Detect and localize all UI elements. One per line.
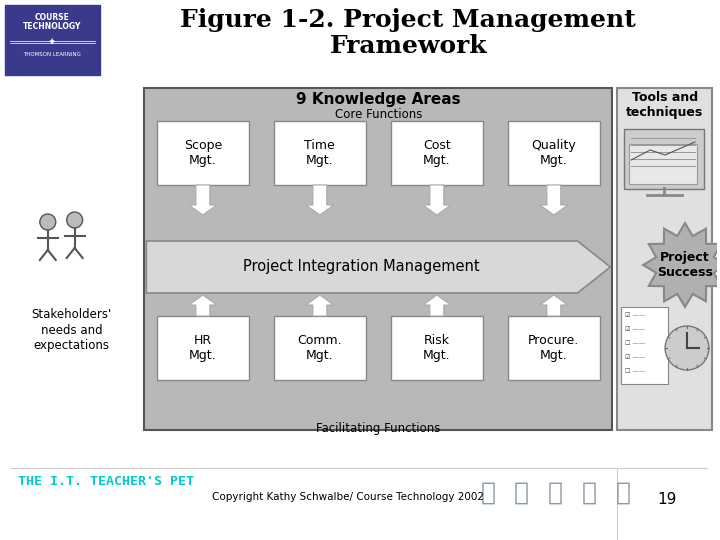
- Circle shape: [665, 326, 709, 370]
- Text: Quality
Mgt.: Quality Mgt.: [531, 139, 576, 167]
- Text: ✦: ✦: [48, 38, 56, 48]
- Text: Figure 1-2. Project Management: Figure 1-2. Project Management: [180, 8, 636, 32]
- Text: ☑ ——: ☑ ——: [625, 327, 645, 332]
- Text: ☐ ——: ☐ ——: [625, 341, 645, 346]
- FancyBboxPatch shape: [621, 307, 668, 384]
- Polygon shape: [189, 185, 217, 215]
- Text: ☑ ——: ☑ ——: [625, 355, 645, 360]
- Text: Core Functions: Core Functions: [335, 108, 422, 121]
- FancyBboxPatch shape: [508, 316, 600, 380]
- FancyBboxPatch shape: [391, 316, 482, 380]
- Polygon shape: [146, 241, 611, 293]
- FancyBboxPatch shape: [5, 5, 99, 75]
- Text: 𝓐: 𝓐: [616, 481, 631, 505]
- Text: COURSE: COURSE: [35, 13, 69, 22]
- Text: THE I.T. TEACHER'S PET: THE I.T. TEACHER'S PET: [18, 475, 194, 488]
- Circle shape: [67, 212, 83, 228]
- Text: Risk
Mgt.: Risk Mgt.: [423, 334, 451, 362]
- FancyBboxPatch shape: [617, 88, 712, 430]
- Polygon shape: [306, 185, 334, 215]
- Polygon shape: [423, 295, 451, 316]
- Circle shape: [40, 214, 55, 230]
- FancyBboxPatch shape: [274, 121, 366, 185]
- Polygon shape: [540, 295, 568, 316]
- FancyBboxPatch shape: [157, 121, 248, 185]
- FancyBboxPatch shape: [508, 121, 600, 185]
- Text: Facilitating Functions: Facilitating Functions: [316, 422, 441, 435]
- Text: 19: 19: [657, 492, 677, 507]
- Polygon shape: [643, 223, 720, 307]
- FancyBboxPatch shape: [629, 144, 697, 184]
- Text: Project Integration Management: Project Integration Management: [243, 260, 480, 274]
- Polygon shape: [423, 185, 451, 215]
- Text: Scope
Mgt.: Scope Mgt.: [184, 139, 222, 167]
- Text: Stakeholders'
needs and
expectations: Stakeholders' needs and expectations: [32, 308, 112, 352]
- Text: ☑ ——: ☑ ——: [625, 313, 645, 318]
- FancyBboxPatch shape: [391, 121, 482, 185]
- Text: ☐ ——: ☐ ——: [625, 369, 645, 374]
- Text: Time
Mgt.: Time Mgt.: [305, 139, 336, 167]
- FancyBboxPatch shape: [145, 88, 612, 430]
- FancyBboxPatch shape: [274, 316, 366, 380]
- Text: TECHNOLOGY: TECHNOLOGY: [22, 22, 81, 31]
- Text: Comm.
Mgt.: Comm. Mgt.: [297, 334, 342, 362]
- Text: Procure.
Mgt.: Procure. Mgt.: [528, 334, 580, 362]
- Text: Copyright Kathy Schwalbe/ Course Technology 2002: Copyright Kathy Schwalbe/ Course Technol…: [212, 492, 485, 502]
- Text: 𝓐: 𝓐: [582, 481, 597, 505]
- Polygon shape: [306, 295, 334, 316]
- Text: 𝓐: 𝓐: [514, 481, 529, 505]
- Text: Cost
Mgt.: Cost Mgt.: [423, 139, 451, 167]
- Text: Project
Success: Project Success: [657, 251, 713, 279]
- FancyBboxPatch shape: [157, 316, 248, 380]
- Text: THOMSON LEARNING: THOMSON LEARNING: [23, 52, 81, 57]
- Text: 𝓐: 𝓐: [480, 481, 495, 505]
- Polygon shape: [189, 295, 217, 316]
- Text: Framework: Framework: [330, 34, 487, 58]
- Text: HR
Mgt.: HR Mgt.: [189, 334, 217, 362]
- Text: 9 Knowledge Areas: 9 Knowledge Areas: [296, 92, 461, 107]
- FancyBboxPatch shape: [624, 129, 704, 189]
- Text: Tools and
techniques: Tools and techniques: [626, 91, 703, 119]
- Text: 𝓐: 𝓐: [548, 481, 563, 505]
- Polygon shape: [540, 185, 568, 215]
